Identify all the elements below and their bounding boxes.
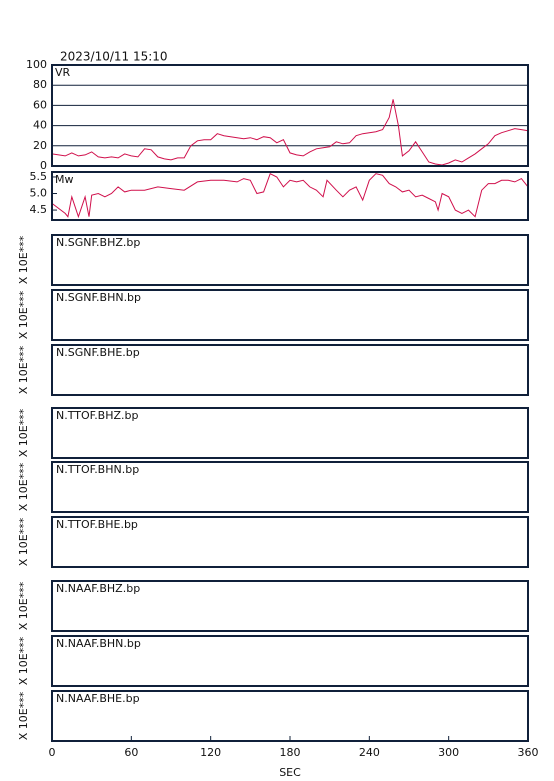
x-tick-label: 60 bbox=[124, 746, 138, 759]
panel-frame bbox=[51, 407, 529, 459]
panel-frame bbox=[51, 289, 529, 341]
x-axis-label: SEC bbox=[279, 766, 301, 779]
timestamp: 2023/10/11 15:10 bbox=[60, 50, 168, 64]
x-tick-label: 240 bbox=[359, 746, 380, 759]
panel-label: Mw bbox=[55, 173, 74, 186]
scale-label: X 10E*** bbox=[17, 408, 30, 457]
panel-frame bbox=[51, 234, 529, 286]
station-label: N.SGNF.BHN.bp bbox=[56, 291, 141, 304]
panel-frame bbox=[51, 461, 529, 513]
scale-label: X 10E*** bbox=[17, 691, 30, 740]
panel-frame bbox=[51, 516, 529, 568]
y-tick-label: 100 bbox=[26, 58, 47, 71]
panel-frame bbox=[51, 580, 529, 632]
x-tick-label: 0 bbox=[49, 746, 56, 759]
y-tick-label: 0 bbox=[40, 159, 47, 172]
scale-label: X 10E*** bbox=[17, 290, 30, 339]
data-line bbox=[51, 99, 529, 166]
y-tick-label: 5.5 bbox=[30, 170, 48, 183]
data-line bbox=[51, 173, 529, 219]
x-tick-label: 300 bbox=[438, 746, 459, 759]
station-label: N.NAAF.BHE.bp bbox=[56, 692, 140, 705]
scale-label: X 10E*** bbox=[17, 235, 30, 284]
scale-label: X 10E*** bbox=[17, 581, 30, 630]
station-label: N.TTOF.BHZ.bp bbox=[56, 409, 139, 422]
station-label: N.NAAF.BHZ.bp bbox=[56, 582, 140, 595]
y-tick-label: 5.0 bbox=[30, 187, 48, 200]
panel-frame bbox=[51, 344, 529, 396]
station-label: N.NAAF.BHN.bp bbox=[56, 637, 141, 650]
x-tick-label: 180 bbox=[280, 746, 301, 759]
scale-label: X 10E*** bbox=[17, 636, 30, 685]
y-tick-label: 40 bbox=[33, 119, 47, 132]
panel-frame bbox=[51, 171, 529, 221]
scale-label: X 10E*** bbox=[17, 462, 30, 511]
panel-frame bbox=[51, 64, 529, 167]
station-label: N.TTOF.BHN.bp bbox=[56, 463, 139, 476]
panel-label: VR bbox=[55, 66, 71, 79]
station-label: N.SGNF.BHZ.bp bbox=[56, 236, 140, 249]
scale-label: X 10E*** bbox=[17, 517, 30, 566]
x-tick-label: 120 bbox=[200, 746, 221, 759]
y-tick-label: 20 bbox=[33, 139, 47, 152]
scale-label: X 10E*** bbox=[17, 345, 30, 394]
panel-frame bbox=[51, 635, 529, 687]
y-tick-label: 4.5 bbox=[30, 203, 48, 216]
x-tick-label: 360 bbox=[518, 746, 539, 759]
station-label: N.SGNF.BHE.bp bbox=[56, 346, 140, 359]
y-tick-label: 60 bbox=[33, 98, 47, 111]
station-label: N.TTOF.BHE.bp bbox=[56, 518, 138, 531]
y-tick-label: 80 bbox=[33, 78, 47, 91]
